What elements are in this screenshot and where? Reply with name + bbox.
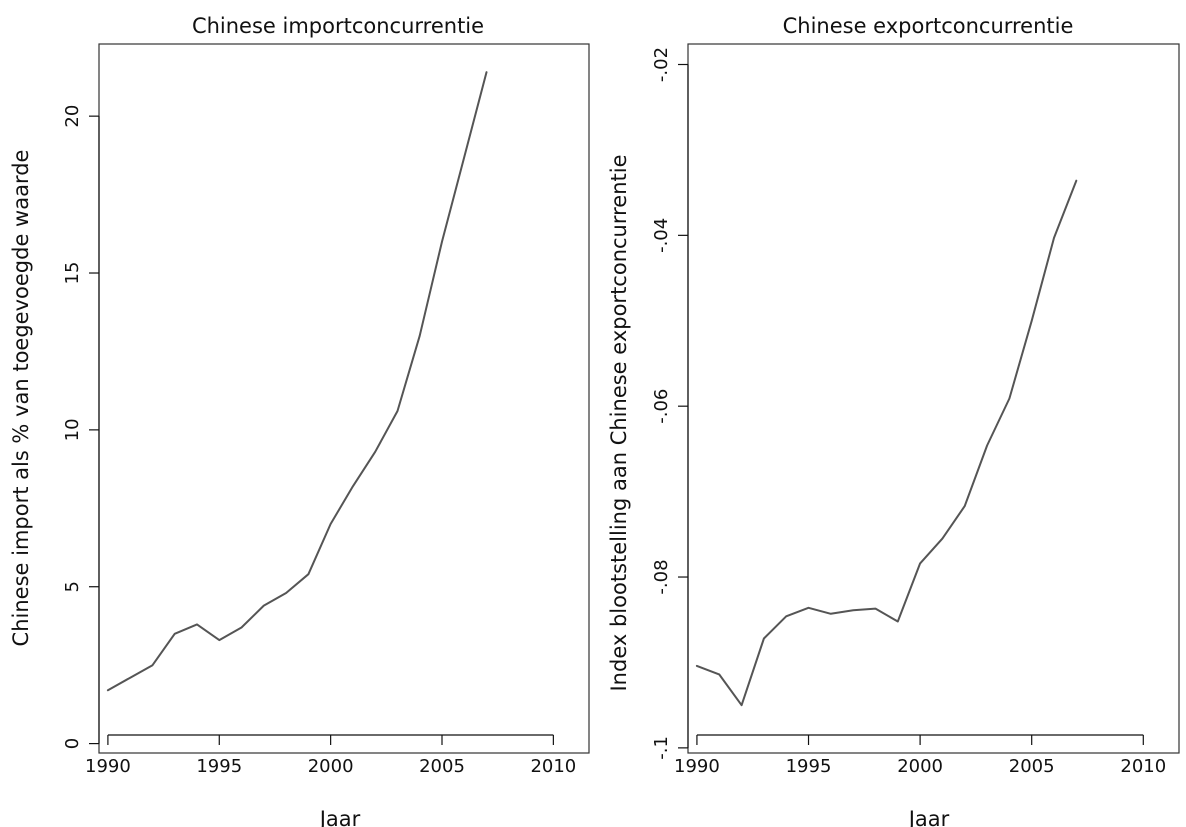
y-tick-label: -.04: [651, 218, 672, 253]
x-tick-label: 1995: [786, 756, 832, 777]
y-tick-label: -.06: [651, 389, 672, 424]
x-tick-label: 1995: [196, 756, 242, 777]
x-tick-label: 2000: [308, 756, 354, 777]
y-axis-title: Chinese import als % van toegevoegde waa…: [9, 150, 33, 647]
x-tick-label: 2000: [897, 756, 943, 777]
chart-title: Chinese exportconcurrentie: [783, 14, 1074, 38]
y-tick-label: -.1: [651, 736, 672, 760]
x-tick-label: 2005: [419, 756, 465, 777]
x-axis-title: Jaar: [907, 807, 950, 827]
y-tick-label: 15: [62, 262, 83, 285]
y-axis-title: Index blootstelling aan Chinese exportco…: [607, 154, 631, 691]
x-tick-label: 1990: [674, 756, 720, 777]
x-tick-label: 2010: [1120, 756, 1166, 777]
chart-title: Chinese importconcurrentie: [192, 14, 484, 38]
chart-panel-import: Chinese importconcurrentie Chinese impor…: [9, 14, 590, 827]
series-line: [695, 179, 1078, 707]
y-tick-label: -.08: [651, 559, 672, 594]
y-tick-label: 0: [62, 738, 83, 749]
plot-frame: [687, 43, 1180, 754]
x-tick-label: 1990: [85, 756, 131, 777]
y-tick-label: 10: [62, 418, 83, 441]
y-tick-label: 20: [62, 105, 83, 128]
y-tick-label: -.02: [651, 47, 672, 82]
chart-marks: -.1 -.08 -.06 -.04 -.02 1990 1995 2000 2005 2010: [651, 47, 1166, 777]
x-tick-label: 2010: [530, 756, 576, 777]
y-tick-label: 5: [62, 581, 83, 592]
x-tick-label: 2005: [1009, 756, 1055, 777]
chart-marks: 0 5 10 15 20 1990 1995 2000 2005 2010: [62, 71, 576, 777]
plot-frame: [98, 43, 590, 754]
chart-panel-export: Chinese exportconcurrentie Index blootst…: [607, 14, 1180, 827]
x-axis-title: Jaar: [318, 807, 361, 827]
series-line: [106, 71, 488, 692]
